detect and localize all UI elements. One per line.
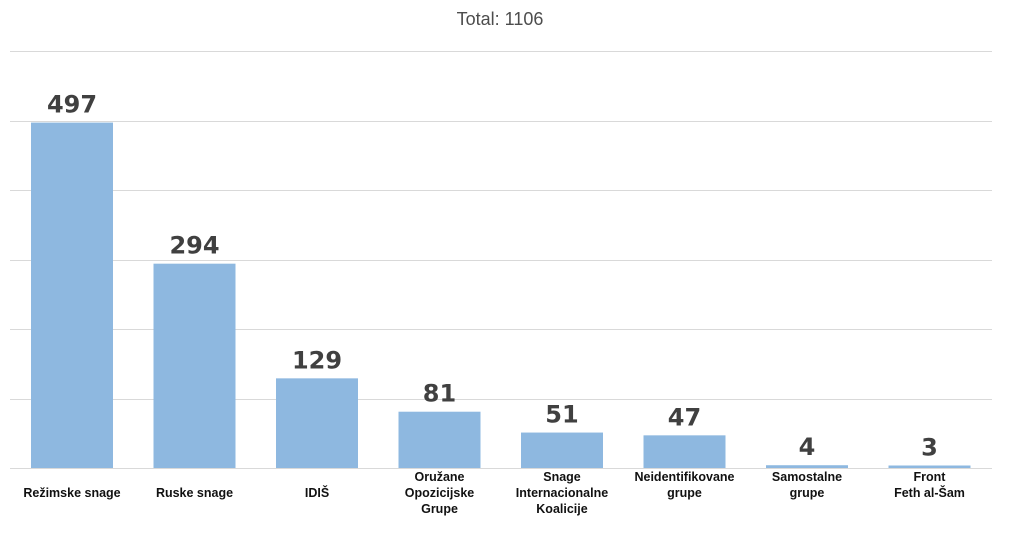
bar (766, 465, 848, 468)
bar (31, 122, 113, 469)
category-label: IDIŠ (305, 485, 329, 500)
category-label: Ruske snage (156, 486, 233, 500)
bar (398, 411, 481, 468)
bar (153, 263, 236, 468)
data-label: 81 (423, 380, 456, 408)
category-labels: Režimske snage Ruske snage IDIŠ Oružane Opoz… (23, 470, 965, 516)
data-label: 51 (545, 401, 578, 429)
category-label: Režimske snage (23, 486, 120, 500)
data-label: 294 (169, 232, 219, 260)
bar (643, 435, 726, 468)
category-label: Snage Internacionalne Koalicije (516, 470, 608, 516)
chart-title: Total: 1106 (456, 9, 544, 29)
bar (888, 465, 971, 468)
data-label: 4 (799, 433, 816, 461)
category-label: Oružane Opozicijske Grupe (405, 470, 475, 516)
data-label: 3 (921, 434, 938, 462)
bars (31, 122, 971, 469)
category-label: Neidentifikovane grupe (634, 470, 734, 500)
bar (521, 432, 603, 468)
bar (276, 378, 358, 468)
data-label: 497 (47, 91, 97, 119)
gridlines (10, 51, 992, 469)
category-label: Samostalne grupe (772, 470, 842, 500)
data-label: 47 (668, 403, 701, 431)
category-label: Front Feth al-Šam (894, 470, 965, 500)
data-label: 129 (292, 346, 342, 374)
